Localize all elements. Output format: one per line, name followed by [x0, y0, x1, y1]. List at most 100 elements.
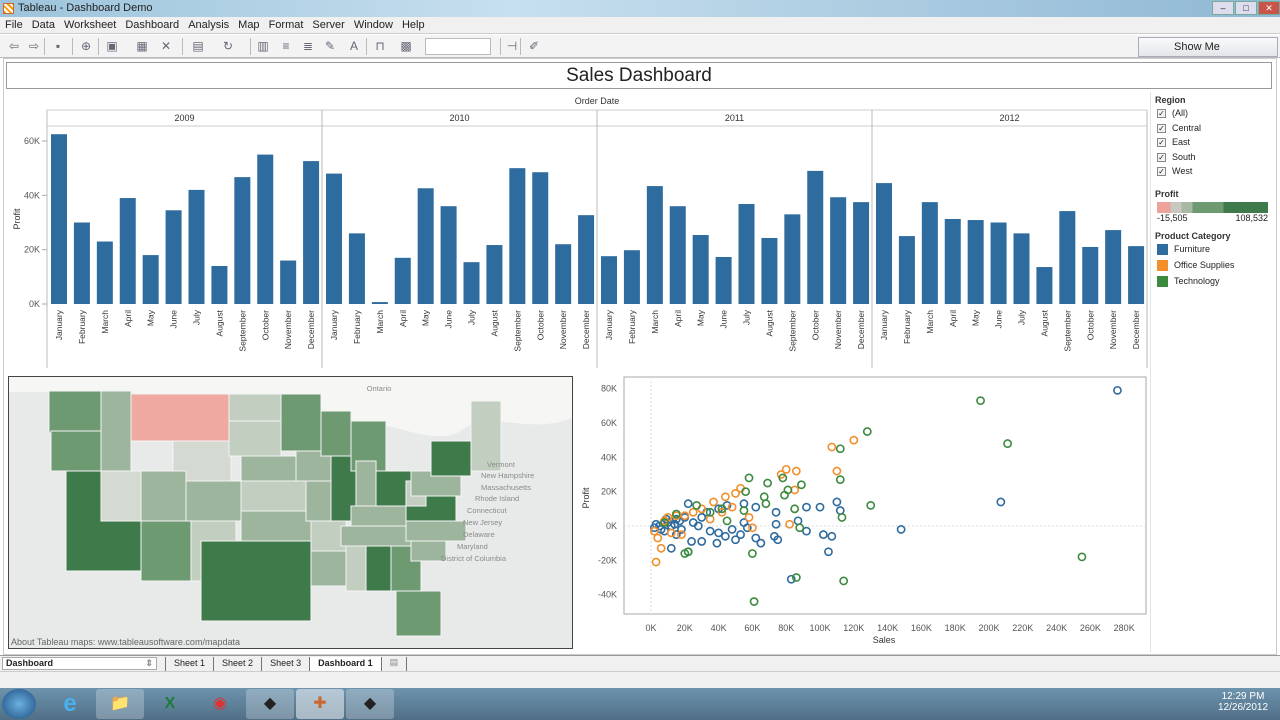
menu-analysis[interactable]: Analysis	[188, 19, 230, 31]
state-ky	[350, 505, 412, 527]
state-wi	[320, 410, 352, 457]
label-icon[interactable]: A	[349, 39, 358, 53]
category-legend-item[interactable]: Furniture	[1151, 244, 1272, 260]
menu-worksheet[interactable]: Worksheet	[63, 19, 117, 31]
app-icon[interactable]: ◆	[246, 689, 294, 719]
recorder-icon[interactable]: ◆	[346, 689, 394, 719]
x-tick-label: 40K	[711, 623, 727, 633]
minimize-button[interactable]: –	[1212, 1, 1234, 15]
scatter-point-technology	[717, 504, 727, 514]
maximize-button[interactable]: □	[1235, 1, 1257, 15]
explorer-icon[interactable]: 📁	[96, 689, 144, 719]
auto-update-icon[interactable]: ▤	[192, 39, 204, 53]
category-legend-item[interactable]: Technology	[1151, 276, 1272, 292]
show-me-button[interactable]: Show Me	[1138, 37, 1278, 57]
scatter-point-furniture	[671, 530, 681, 539]
refresh-icon[interactable]: ↻	[222, 39, 234, 53]
menu-data[interactable]: Data	[31, 19, 55, 31]
checkbox-checked-icon[interactable]: ✓	[1157, 109, 1166, 119]
menu-help[interactable]: Help	[401, 19, 425, 31]
x-tick-label: 120K	[843, 623, 864, 633]
new-sheet-tab-icon[interactable]: ▤	[380, 657, 408, 671]
new-worksheet-icon[interactable]: ▣	[106, 39, 118, 53]
bar-2011-May	[692, 234, 709, 304]
profit-map[interactable]: Ontario Vermont New Hampshire Massachusetts…	[8, 376, 573, 649]
menu-format[interactable]: Format	[268, 19, 304, 31]
month-label: April	[673, 310, 683, 327]
state-oh	[375, 470, 412, 507]
close-button[interactable]: ✕	[1258, 1, 1280, 15]
region-filter-item[interactable]: ✓ South	[1151, 152, 1272, 167]
sheet-tab[interactable]: Sheet 1	[165, 657, 213, 671]
region-filter-item[interactable]: ✓ West	[1151, 166, 1272, 181]
scatter-point-technology	[660, 518, 669, 527]
scatter-point-office-supplies	[720, 492, 730, 502]
menu-map[interactable]: Map	[238, 19, 260, 31]
tableau-taskbar-icon[interactable]: ✚	[296, 689, 344, 719]
sheet-tab[interactable]: Sheet 3	[261, 657, 309, 671]
scatter-point-office-supplies	[747, 523, 757, 533]
region-filter-item[interactable]: ✓ Central	[1151, 123, 1272, 138]
month-label: December	[1131, 310, 1141, 349]
new-dashboard-icon[interactable]: ▦	[136, 39, 148, 53]
connect-data-icon[interactable]: ⊕	[80, 39, 92, 53]
bar-2011-September	[784, 214, 801, 304]
chrome-icon[interactable]: ◉	[213, 695, 227, 712]
pen-icon[interactable]: ✐	[528, 39, 540, 53]
fit-select[interactable]	[425, 38, 491, 55]
map-attribution[interactable]: About Tableau maps: www.tableausoftware.…	[11, 637, 240, 647]
checkbox-checked-icon[interactable]: ✓	[1157, 138, 1166, 148]
state-nd	[228, 393, 282, 422]
bar-2009-May	[142, 255, 159, 304]
highlight-icon[interactable]: ✎	[324, 39, 336, 53]
month-label: February	[902, 309, 912, 344]
excel-icon[interactable]: X	[164, 695, 176, 712]
year-header-2012: 2012	[999, 113, 1019, 123]
category-swatch	[1157, 275, 1168, 287]
bar-2011-February	[623, 250, 640, 304]
state-ut	[140, 470, 187, 522]
internet-explorer-icon[interactable]: e	[63, 690, 77, 717]
scatter-point-furniture	[832, 497, 842, 507]
sort-icon[interactable]: ≡	[282, 39, 290, 53]
clock[interactable]: 12:29 PM 12/26/2012	[1218, 691, 1268, 713]
clear-sheet-icon[interactable]: ✕	[160, 39, 172, 53]
bar-2009-June	[165, 210, 182, 304]
scatter-point-furniture	[666, 543, 676, 553]
bar-2012-October	[1082, 246, 1099, 304]
menu-dashboard[interactable]: Dashboard	[125, 19, 180, 31]
month-label: August	[764, 309, 774, 336]
map-place-label: Massachusetts	[481, 483, 531, 492]
menu-server[interactable]: Server	[312, 19, 345, 31]
checkbox-checked-icon[interactable]: ✓	[1157, 123, 1166, 133]
group-icon[interactable]: ▥	[257, 39, 269, 53]
checkbox-checked-icon[interactable]: ✓	[1157, 152, 1166, 162]
toolbar-separator	[250, 38, 251, 55]
save-icon[interactable]: ▪	[55, 39, 61, 53]
month-label: February	[77, 309, 87, 344]
bar-2011-August	[761, 237, 778, 304]
fit-icon[interactable]: ▩	[400, 39, 412, 53]
bar-2010-August	[486, 245, 503, 304]
back-icon[interactable]: ⇦	[8, 39, 20, 53]
forward-icon[interactable]: ⇨	[28, 39, 40, 53]
toolbar-separator	[520, 38, 521, 55]
view-select[interactable]: Dashboard ⇕	[2, 657, 157, 670]
sheet-tab[interactable]: Dashboard 1	[309, 657, 381, 671]
menu-file[interactable]: File	[5, 19, 23, 31]
sort-desc-icon[interactable]: ≣	[302, 39, 314, 53]
scatter-point-office-supplies	[849, 435, 859, 445]
presentation-icon[interactable]: ⊓	[375, 39, 385, 53]
clock-time: 12:29 PM	[1221, 691, 1265, 702]
region-filter-item[interactable]: ✓ (All)	[1151, 108, 1272, 123]
region-filter-item[interactable]: ✓ East	[1151, 137, 1272, 152]
region-filter-title: Region	[1155, 95, 1186, 105]
pin-icon[interactable]: ⊣	[506, 39, 518, 53]
checkbox-checked-icon[interactable]: ✓	[1157, 167, 1166, 177]
start-button[interactable]	[2, 689, 36, 719]
sheet-tab[interactable]: Sheet 2	[213, 657, 261, 671]
bar-2010-June	[440, 206, 457, 304]
scatter-point-technology	[744, 473, 754, 483]
menu-window[interactable]: Window	[353, 19, 393, 31]
category-legend-item[interactable]: Office Supplies	[1151, 260, 1272, 276]
